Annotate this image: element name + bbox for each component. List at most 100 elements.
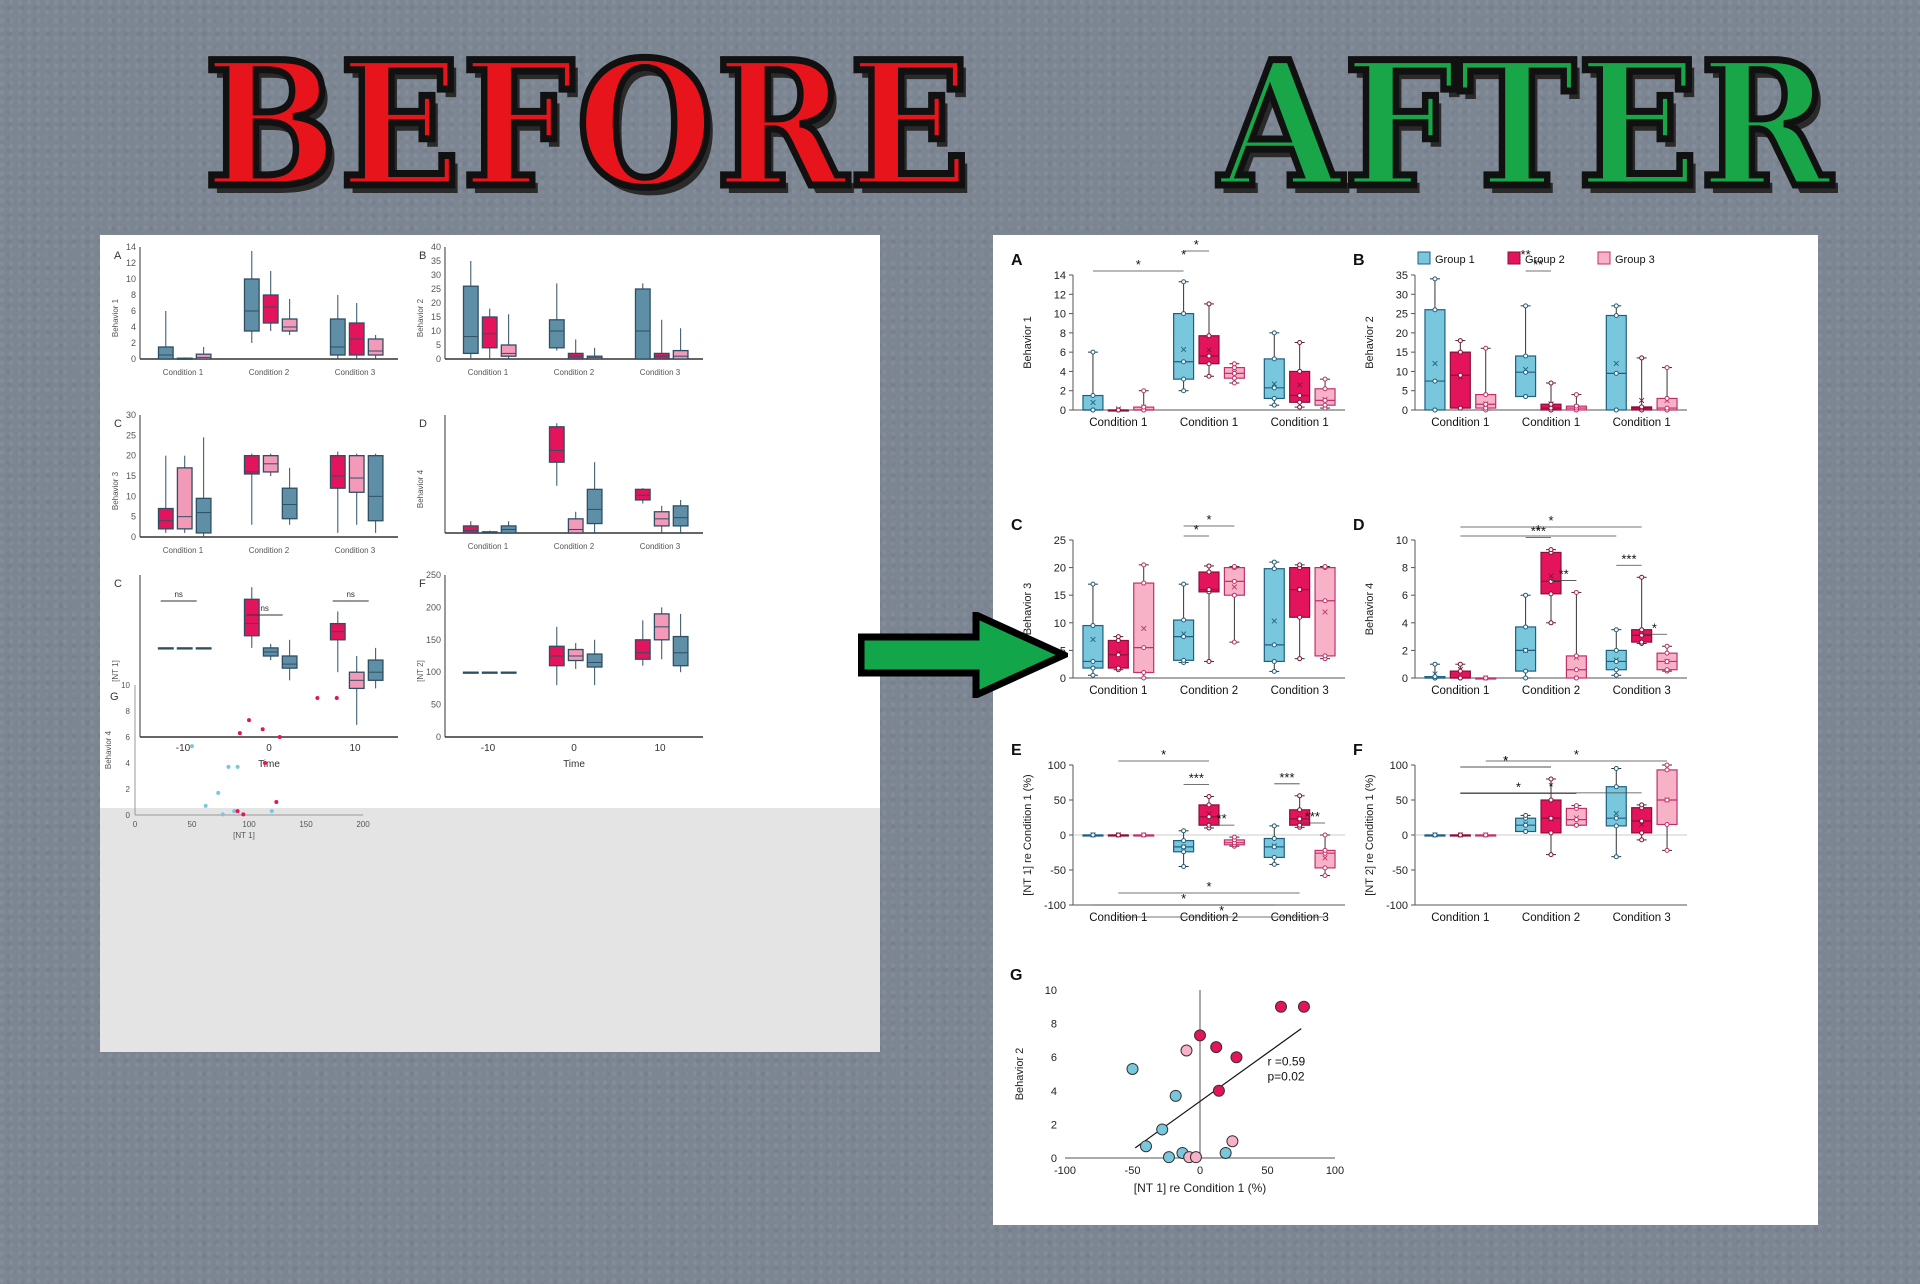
panel-d: D 0 2 4 6 8 10 Behavior 4 Condition 1 Condition 2… (1353, 513, 1687, 697)
before-panel-a: A 0 2 4 6 8 10 12 14 Behavior 1 Condition 1 Conditi… (111, 242, 398, 377)
sig-star: *** (1189, 771, 1204, 786)
data-point (1664, 797, 1670, 803)
y-tick-label: 12 (126, 258, 136, 268)
legend-swatch (1597, 251, 1611, 265)
data-point (1231, 639, 1237, 645)
y-tick-label: 4 (126, 759, 131, 768)
after-figure-panel: A 0 2 4 6 8 10 12 14 Behavior 1 Condition 1 Conditi… (993, 235, 1818, 1225)
ns-label: ns (346, 590, 354, 599)
p-value: p=0.02 (1268, 1070, 1305, 1084)
box-3: × (1475, 671, 1497, 685)
panel-letter: B (1353, 252, 1365, 269)
sig-star: * (1181, 247, 1186, 262)
scatter-point (1230, 1051, 1243, 1064)
data-point (1231, 375, 1237, 381)
panel-letter: D (1353, 517, 1365, 534)
data-point (1206, 569, 1212, 575)
sig-star: * (1219, 903, 1224, 918)
data-point (1206, 301, 1212, 307)
box-body (672, 505, 689, 527)
sig-star: * (1503, 753, 1508, 768)
y-tick-label: 30 (1396, 289, 1408, 301)
box-body (329, 318, 346, 356)
y-tick-label: 4 (1051, 1086, 1057, 1098)
y-tick-label: 0 (436, 732, 441, 742)
y-tick-label: 2 (1051, 1119, 1057, 1131)
data-point (1297, 793, 1303, 799)
x-axis-label: Time (563, 759, 585, 770)
y-axis-label: Behavior 4 (416, 469, 425, 508)
y-tick-label: -50 (1050, 865, 1066, 877)
data-point (1523, 647, 1529, 653)
box-5: × (1198, 563, 1220, 664)
data-point (1664, 658, 1670, 664)
x-category-label: Condition 2 (249, 368, 290, 377)
data-point (1141, 562, 1147, 568)
box-5: × (1540, 380, 1562, 413)
box-body (586, 653, 603, 668)
y-tick-label: 35 (431, 256, 441, 266)
data-point (1322, 397, 1328, 403)
data-point (1181, 376, 1187, 382)
x-category-label: Condition 1 (1522, 417, 1580, 429)
data-point (1548, 401, 1554, 407)
x-tick-label: 50 (188, 820, 197, 829)
data-point (1206, 814, 1212, 820)
box-body (329, 455, 346, 489)
data-point (1483, 832, 1489, 838)
box-body (348, 455, 365, 493)
data-point (1523, 369, 1529, 375)
data-point (1523, 812, 1529, 818)
data-point (1090, 672, 1096, 678)
data-point (1523, 829, 1529, 834)
scatter-point (1189, 1151, 1202, 1164)
data-point (1181, 311, 1187, 317)
mean-marker: × (1547, 569, 1554, 583)
y-tick-label: 25 (1396, 309, 1408, 321)
y-tick-label: 14 (1054, 270, 1066, 282)
data-point (1457, 338, 1463, 344)
box-9: × (1314, 832, 1336, 879)
data-point (1181, 388, 1187, 394)
y-tick-label: 12 (1054, 289, 1066, 301)
data-point (1483, 675, 1489, 681)
box-body (157, 507, 174, 530)
panel-letter: B (419, 250, 426, 262)
box-8: × (1631, 802, 1653, 843)
data-point (1664, 643, 1670, 649)
box-5: × (1198, 794, 1220, 831)
data-point (1639, 837, 1645, 843)
data-point (1523, 624, 1529, 630)
data-point (1613, 823, 1619, 829)
sig-star: * (1136, 257, 1141, 272)
box-4: × (1173, 279, 1195, 394)
x-axis-label: Time (258, 759, 280, 770)
box-body (243, 278, 260, 332)
box-1: × (1424, 276, 1446, 413)
data-point (1664, 847, 1670, 853)
scatter-point (269, 809, 274, 814)
box-8: × (1289, 793, 1311, 830)
box-9: × (1656, 762, 1678, 853)
box-6: × (1565, 803, 1587, 828)
y-axis-label: Behavior 2 (1364, 316, 1376, 369)
box-body (281, 655, 298, 669)
y-tick-label: 15 (1396, 347, 1408, 359)
x-category-label: Condition 3 (1271, 685, 1329, 697)
data-point (1523, 592, 1529, 598)
x-tick-label: 150 (299, 820, 313, 829)
box-3: × (1475, 828, 1497, 842)
data-point (1141, 669, 1147, 675)
x-axis-label: [NT 1] (233, 831, 255, 840)
legend-label: Group 2 (1525, 254, 1565, 266)
box-1: × (1082, 828, 1104, 842)
panel-g: G -100 -50 0 50 100 0 2 4 6 8 10 [NT 1] re Condition… (1010, 967, 1344, 1195)
y-axis-label: [NT 2] (416, 660, 425, 682)
box-body (195, 497, 212, 534)
scatter-point (203, 803, 208, 808)
x-category-label: Condition 1 (163, 368, 204, 377)
y-tick-label: 14 (126, 242, 136, 252)
data-point (1639, 574, 1645, 580)
sig-star: *** (1305, 809, 1320, 824)
